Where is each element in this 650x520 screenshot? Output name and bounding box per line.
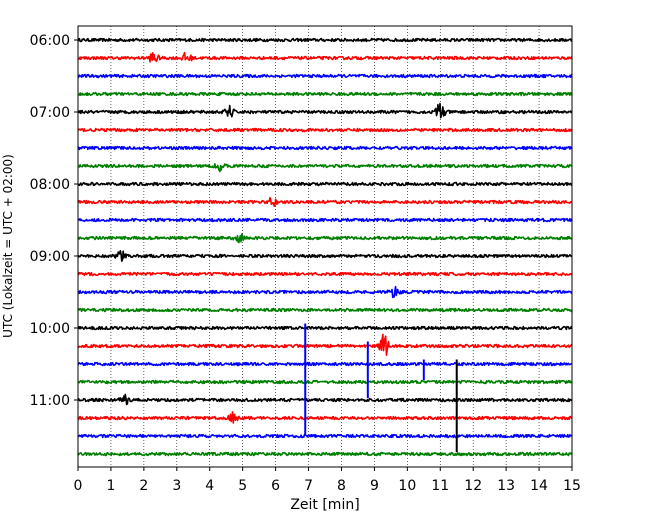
trace-0830 (77, 217, 573, 223)
x-tick-label: 15 (563, 478, 581, 494)
trace-0700 (77, 102, 573, 119)
trace-0745 (77, 163, 573, 173)
y-tick-label: 09:00 (30, 249, 70, 265)
trace-0615 (77, 51, 573, 63)
x-tick-label: 1 (106, 478, 115, 494)
trace-0800 (77, 181, 573, 187)
trace-1015 (77, 333, 573, 356)
trace-0600 (77, 37, 573, 43)
x-tick-label: 6 (271, 478, 280, 494)
y-axis-ticks: 06:00 07:00 08:00 09:00 10:00 11:00 (30, 33, 78, 409)
y-tick-label: 10:00 (30, 321, 70, 337)
trace-0900 (77, 250, 573, 262)
x-tick-label: 11 (431, 478, 449, 494)
trace-1045 (77, 379, 573, 385)
x-tick-label: 7 (304, 478, 313, 494)
x-tick-label: 13 (497, 478, 515, 494)
x-tick-label: 14 (530, 478, 548, 494)
trace-0715 (77, 127, 573, 133)
x-tick-label: 9 (370, 478, 379, 494)
y-tick-label: 11:00 (30, 393, 70, 409)
x-axis-ticks: 0 1 2 3 4 5 6 7 8 9 10 11 12 13 14 15 (74, 467, 581, 494)
trace-0730 (77, 145, 573, 151)
plot-frame (77, 25, 573, 468)
x-axis-label: Zeit [min] (290, 497, 359, 513)
spike-lines (304, 323, 458, 453)
trace-0630 (77, 73, 573, 79)
x-tick-label: 5 (238, 478, 247, 494)
trace-0645 (77, 91, 573, 97)
x-tick-label: 2 (139, 478, 148, 494)
trace-0945 (77, 307, 573, 313)
trace-1000 (77, 325, 573, 331)
y-tick-label: 07:00 (30, 105, 70, 121)
y-tick-label: 06:00 (30, 33, 70, 49)
x-tick-label: 3 (172, 478, 181, 494)
trace-1030 (77, 361, 573, 367)
y-axis-label: UTC (Lokalzeit = UTC + 02:00) (1, 154, 15, 338)
trace-1100 (77, 393, 573, 406)
y-tick-label: 08:00 (30, 177, 70, 193)
trace-1145 (77, 451, 573, 457)
x-tick-label: 0 (74, 478, 83, 494)
trace-0930 (77, 285, 573, 299)
x-tick-label: 10 (398, 478, 416, 494)
x-tick-label: 8 (337, 478, 346, 494)
trace-1115 (77, 411, 573, 424)
trace-0815 (77, 196, 573, 207)
trace-0845 (77, 233, 573, 244)
x-tick-label: 12 (464, 478, 482, 494)
x-tick-label: 4 (205, 478, 214, 494)
trace-lines (77, 37, 573, 457)
trace-1130 (77, 433, 573, 439)
trace-0915 (77, 271, 573, 277)
